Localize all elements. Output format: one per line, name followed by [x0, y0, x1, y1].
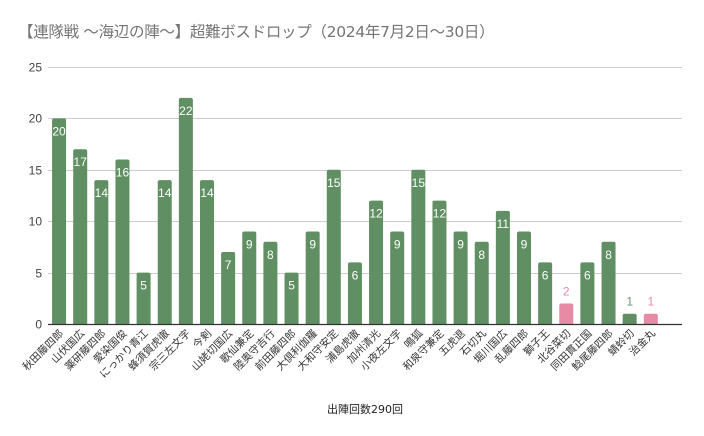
data-label: 9 [457, 237, 464, 251]
data-label: 9 [521, 237, 528, 251]
data-label: 1 [647, 295, 654, 309]
bar [284, 272, 299, 324]
bar [390, 231, 405, 324]
bar [517, 231, 531, 324]
data-label: 12 [433, 207, 447, 221]
bars [52, 97, 658, 325]
data-label: 7 [225, 258, 232, 272]
bar [73, 149, 88, 324]
data-label: 14 [95, 186, 109, 200]
bar [94, 180, 109, 324]
data-label: 14 [200, 186, 214, 200]
data-label: 8 [478, 248, 485, 262]
bar [601, 241, 616, 324]
data-label: 17 [74, 155, 88, 169]
y-tick-label: 20 [29, 112, 43, 126]
bar [369, 200, 384, 324]
bar [242, 231, 257, 324]
bar [115, 159, 130, 324]
bar [326, 169, 341, 324]
data-label: 9 [246, 237, 253, 251]
data-label: 14 [158, 186, 172, 200]
y-tick-label: 15 [29, 164, 43, 178]
data-label: 15 [412, 176, 426, 190]
bar [200, 180, 214, 324]
y-tick-label: 10 [29, 215, 43, 229]
data-label: 20 [52, 124, 66, 138]
y-tick-label: 5 [35, 267, 42, 281]
data-label: 22 [179, 104, 193, 118]
bar [263, 241, 278, 324]
y-tick-label: 0 [35, 318, 42, 332]
bar [221, 252, 236, 324]
bar [559, 303, 574, 324]
data-label: 5 [288, 279, 295, 293]
data-label: 6 [352, 268, 359, 282]
data-label: 1 [626, 295, 633, 309]
data-label: 6 [542, 268, 549, 282]
data-label: 6 [584, 268, 591, 282]
bar [538, 262, 553, 324]
bar [411, 169, 426, 324]
bar [305, 231, 320, 324]
bar [474, 241, 489, 324]
gridlines [48, 67, 682, 274]
bar [52, 118, 67, 325]
x-axis-title: 出陣回数290回 [327, 402, 403, 416]
data-label: 16 [116, 166, 130, 180]
data-label: 12 [369, 207, 383, 221]
chart-title: 【連隊戦 ～海辺の陣～】超難ボスドロップ（2024年7月2日～30日） [18, 23, 495, 41]
bar [580, 262, 595, 324]
bar [622, 313, 637, 324]
data-label: 5 [140, 279, 147, 293]
y-axis-ticks: 0 5 10 15 20 25 [29, 61, 43, 332]
bar [178, 97, 193, 324]
data-label: 11 [497, 217, 510, 231]
bar [136, 272, 151, 324]
data-label: 8 [267, 248, 274, 262]
data-label: 2 [563, 284, 570, 298]
bar [432, 200, 447, 324]
bar [643, 313, 658, 324]
x-axis-labels: 秋田藤四郎山伏国広薬研藤四郎愛染国俊にっかり青江蜂須賀虎徹宗三左文字今剣山姥切国… [20, 327, 658, 381]
bar [157, 180, 172, 324]
data-label: 9 [394, 237, 401, 251]
data-labels: 2017141651422147985915612915129811962681… [52, 104, 654, 309]
bar [453, 231, 468, 324]
bar [495, 210, 510, 324]
bar [347, 262, 362, 324]
data-label: 15 [327, 176, 341, 190]
y-tick-label: 25 [29, 61, 43, 75]
data-label: 8 [605, 248, 612, 262]
data-label: 9 [309, 237, 316, 251]
